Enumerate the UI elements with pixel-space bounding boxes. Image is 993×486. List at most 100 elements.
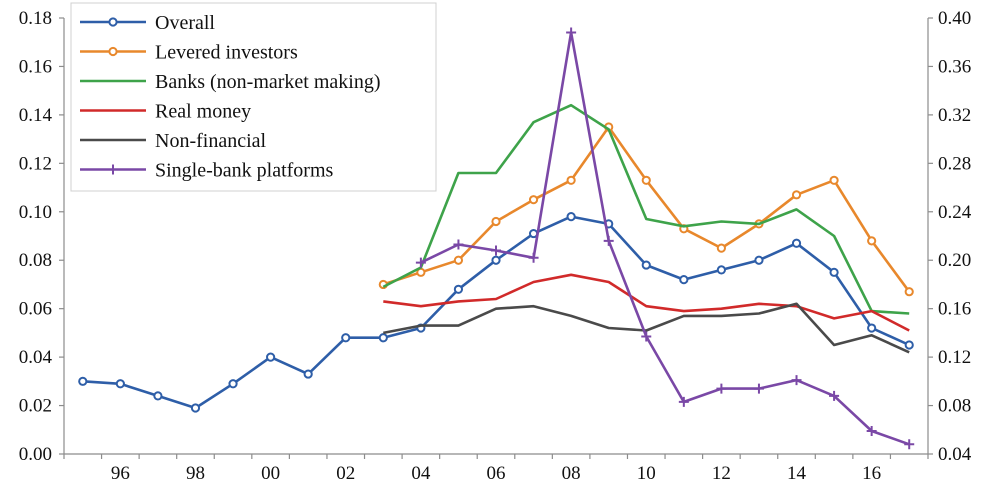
data-point — [678, 396, 689, 407]
data-point — [754, 255, 764, 265]
data-point — [491, 255, 501, 265]
left-y-tick-label: 0.18 — [19, 8, 52, 29]
right-y-tick-label: 0.24 — [938, 202, 972, 223]
right-y-tick-label: 0.36 — [938, 56, 971, 77]
data-point — [829, 267, 839, 277]
legend: Overall Levered investors Banks (non-marke… — [70, 2, 437, 192]
x-tick-label: 98 — [186, 463, 205, 484]
data-point — [867, 323, 877, 333]
data-point — [641, 260, 651, 270]
data-point — [791, 190, 802, 200]
data-point — [641, 331, 652, 342]
legend-swatch-marker — [108, 164, 118, 175]
legend-entry: Banks (non-market making) — [80, 71, 381, 93]
x-tick-label: 06 — [487, 463, 506, 484]
data-point — [266, 352, 276, 362]
data-point — [528, 252, 539, 263]
left-y-tick-label: 0.14 — [19, 105, 53, 126]
data-point — [115, 379, 125, 389]
data-point — [153, 391, 163, 401]
right-y-axis-ticks: 0.04 0.08 0.12 0.16 0.20 0.24 0.28 0.32 0.36 0.40 — [928, 8, 972, 465]
data-point — [904, 439, 915, 450]
right-y-tick-label: 0.16 — [938, 299, 971, 320]
legend-label: Real money — [155, 101, 251, 123]
data-point — [78, 376, 88, 386]
data-point — [829, 390, 840, 401]
x-tick-label: 02 — [336, 463, 355, 484]
right-y-tick-label: 0.04 — [938, 444, 972, 465]
left-y-tick-label: 0.02 — [19, 396, 52, 417]
data-point — [866, 425, 877, 436]
data-point — [716, 265, 726, 275]
left-y-tick-label: 0.10 — [19, 202, 52, 223]
series-5 — [415, 27, 915, 450]
right-y-tick-label: 0.32 — [938, 105, 971, 126]
legend-entry: Single-bank platforms — [80, 160, 334, 182]
left-y-tick-label: 0.08 — [19, 250, 52, 271]
data-point — [867, 236, 877, 246]
left-y-tick-label: 0.16 — [19, 56, 52, 77]
legend-label: Overall — [155, 12, 215, 34]
left-y-tick-label: 0.00 — [19, 444, 52, 465]
x-tick-label: 00 — [261, 463, 280, 484]
legend-entry: Levered investors — [80, 42, 298, 64]
right-y-tick-label: 0.28 — [938, 153, 971, 174]
data-point — [791, 238, 802, 248]
left-y-axis-ticks: 0.00 0.02 0.04 0.06 0.08 0.10 0.12 0.14 0.16 0.18 — [19, 8, 64, 465]
legend-label: Banks (non-market making) — [155, 71, 381, 93]
x-tick-label: 04 — [411, 463, 431, 484]
data-point — [716, 383, 727, 394]
data-point — [904, 340, 914, 350]
data-point — [528, 195, 539, 205]
legend-label: Levered investors — [155, 42, 298, 64]
x-axis-ticks: 96 98 00 02 04 06 08 10 12 14 16 — [63, 454, 929, 484]
right-y-tick-label: 0.12 — [938, 347, 971, 368]
legend-label: Single-bank platforms — [155, 160, 334, 182]
right-y-tick-label: 0.08 — [938, 396, 971, 417]
legend-box — [70, 2, 437, 192]
data-point — [679, 275, 689, 285]
data-point — [415, 257, 426, 268]
data-point — [228, 379, 238, 389]
series-line — [382, 103, 910, 315]
series-layer — [78, 27, 915, 450]
data-point — [491, 245, 501, 256]
series-line — [383, 273, 910, 332]
series-0 — [78, 212, 914, 413]
legend-entry: Non-financial — [80, 130, 267, 152]
series-line — [383, 302, 910, 354]
left-y-tick-label: 0.04 — [19, 347, 53, 368]
series-2 — [382, 103, 910, 315]
data-point — [829, 175, 839, 185]
legend-label: Non-financial — [155, 130, 267, 152]
data-point — [341, 333, 351, 343]
data-point — [641, 175, 651, 185]
data-point — [566, 212, 576, 222]
data-point — [791, 375, 802, 386]
data-point — [753, 383, 764, 394]
data-point — [303, 369, 313, 379]
series-3 — [383, 273, 910, 332]
data-point — [603, 235, 614, 246]
data-point — [378, 333, 388, 343]
data-point — [566, 27, 577, 38]
data-point — [566, 175, 576, 185]
x-tick-label: 96 — [111, 463, 130, 484]
data-point — [491, 216, 501, 227]
left-y-tick-label: 0.06 — [19, 299, 52, 320]
series-4 — [383, 302, 910, 354]
legend-swatch-marker — [108, 17, 118, 27]
x-tick-label: 10 — [637, 463, 656, 484]
axes — [63, 18, 929, 455]
data-point — [716, 243, 726, 253]
data-point — [904, 287, 914, 297]
series-line — [420, 31, 910, 446]
x-tick-label: 12 — [712, 463, 731, 484]
x-tick-label: 08 — [562, 463, 581, 484]
data-point — [453, 255, 464, 265]
left-y-tick-label: 0.12 — [19, 153, 52, 174]
data-point — [190, 403, 201, 413]
x-tick-label: 14 — [787, 463, 807, 484]
x-tick-label: 16 — [862, 463, 881, 484]
legend-entry: Overall — [80, 12, 215, 34]
